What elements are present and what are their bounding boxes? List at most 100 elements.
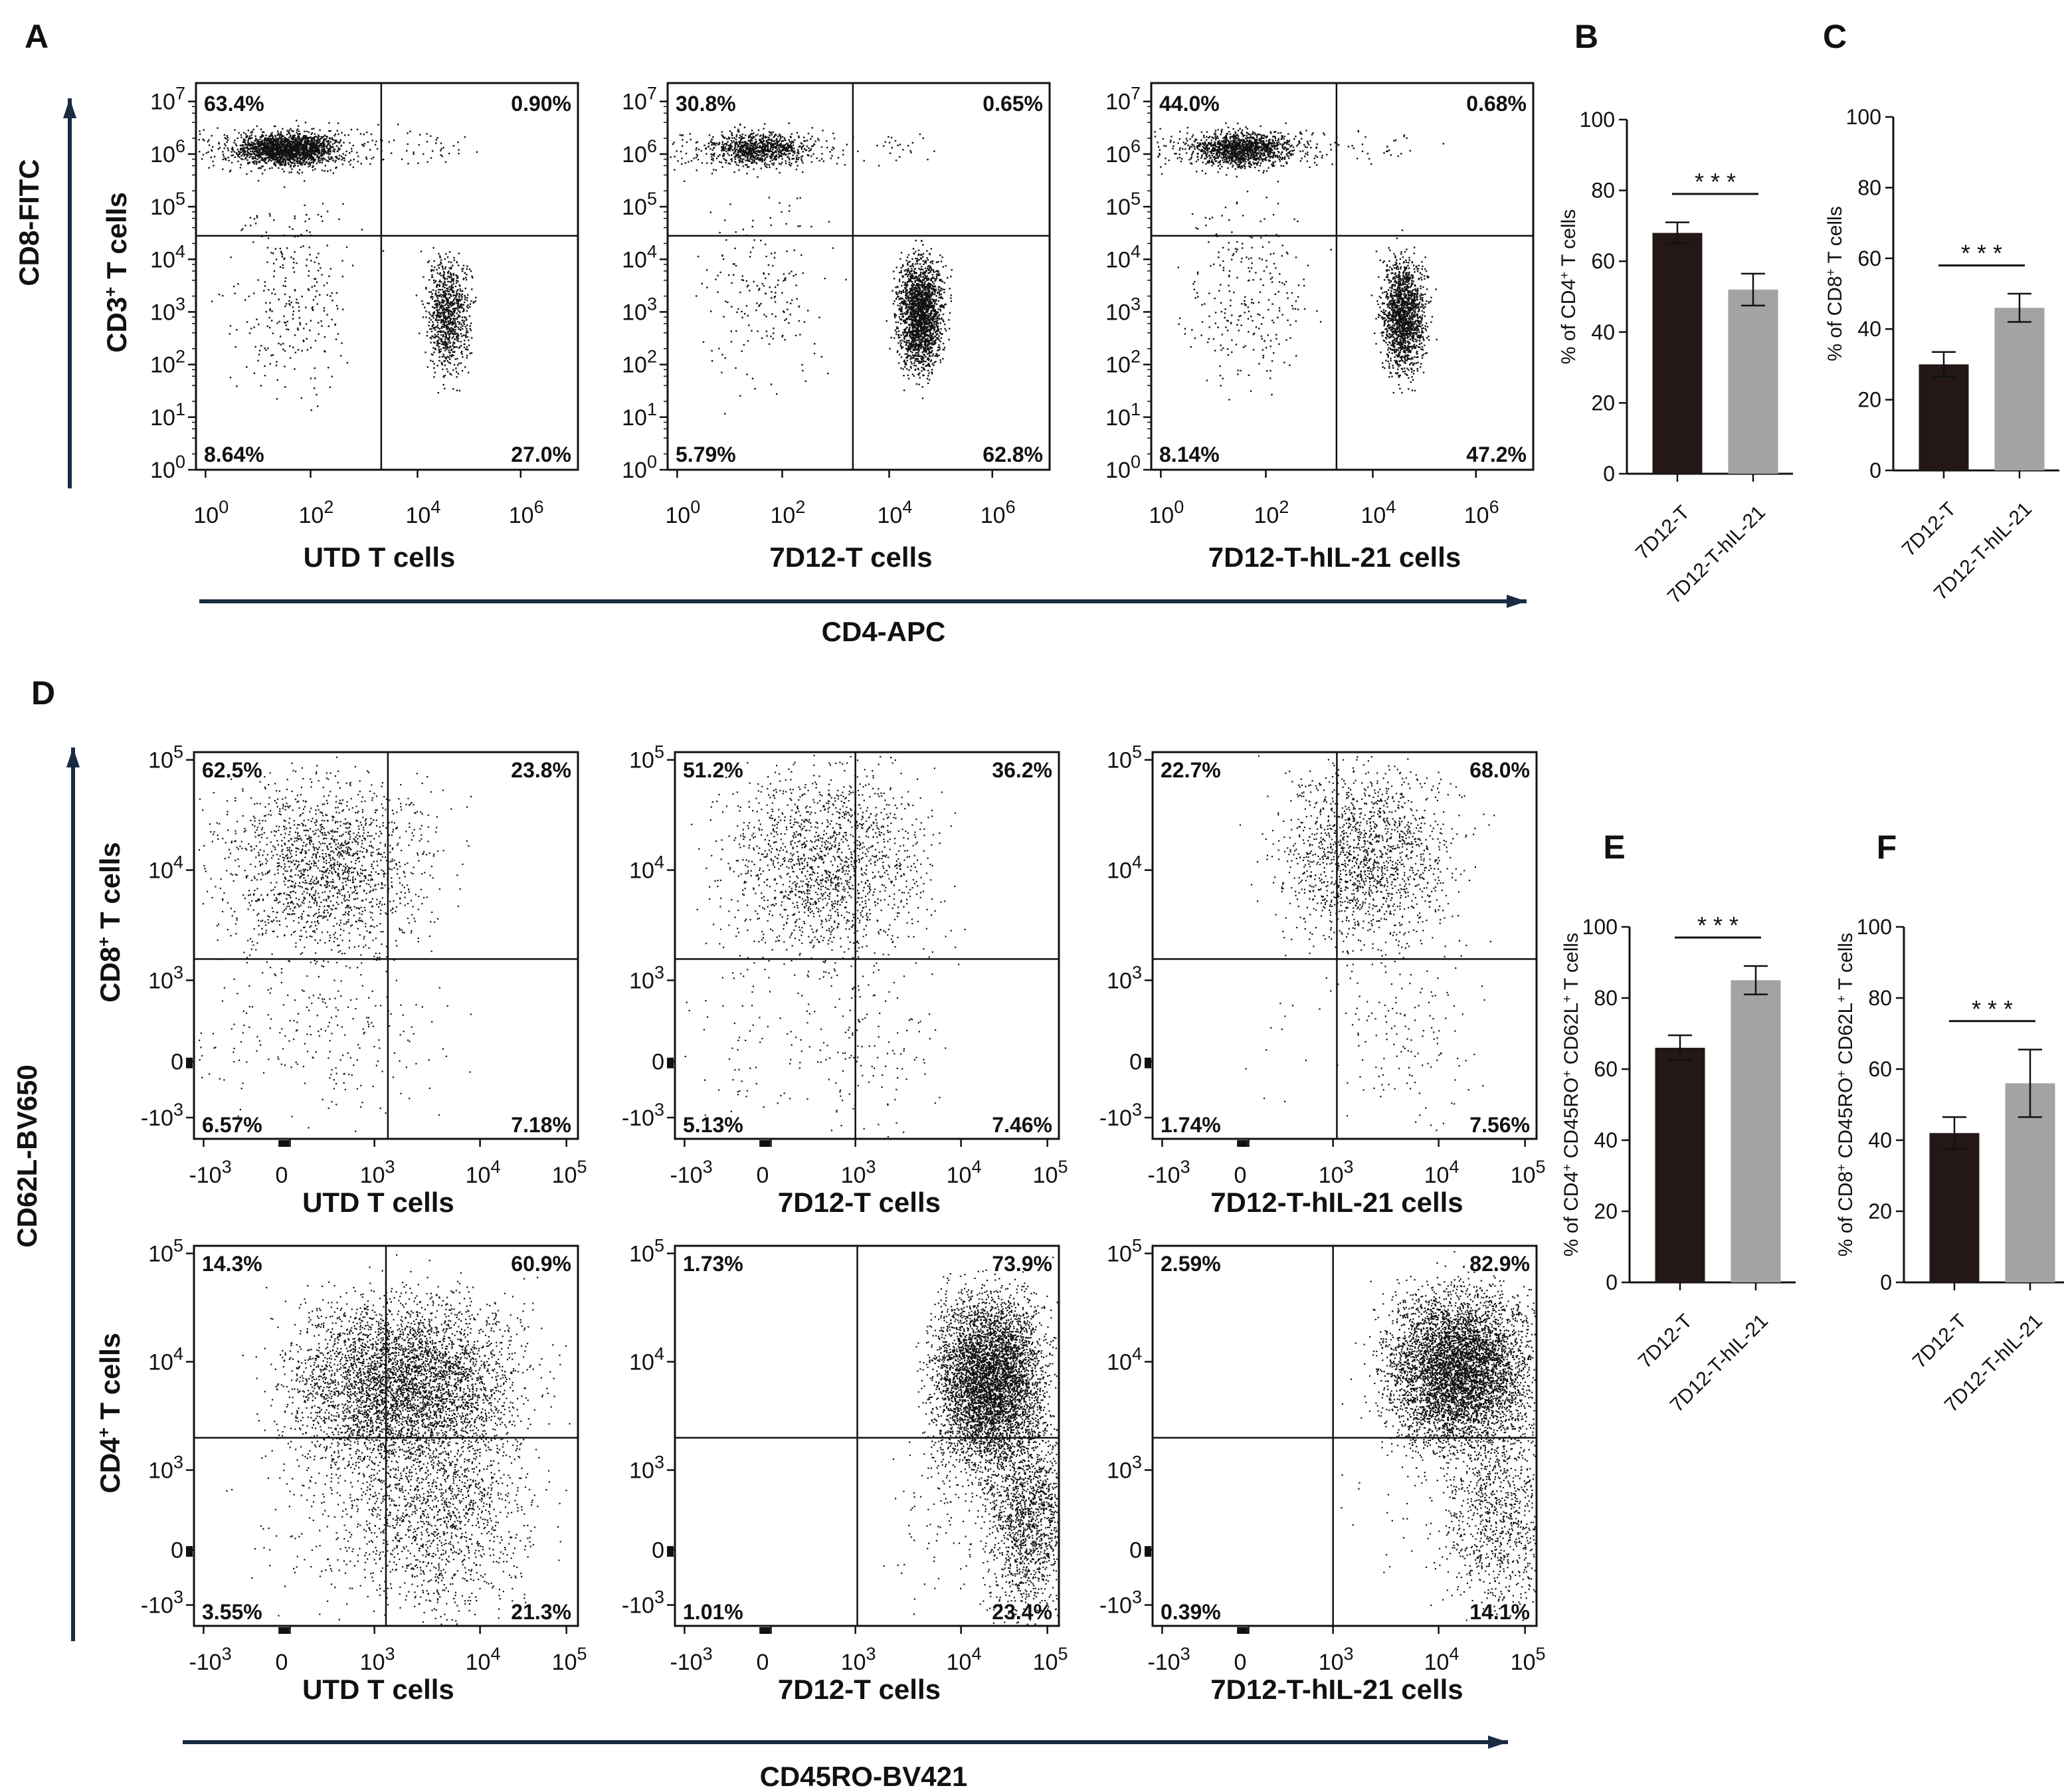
event-dot bbox=[774, 143, 775, 144]
event-dot bbox=[266, 149, 267, 150]
event-dot bbox=[910, 366, 911, 367]
event-dot bbox=[298, 144, 300, 146]
event-dot bbox=[222, 169, 223, 170]
event-dot bbox=[262, 165, 264, 167]
event-dot bbox=[444, 323, 445, 324]
event-dot bbox=[450, 318, 452, 320]
event-dot bbox=[409, 131, 411, 132]
event-dot bbox=[784, 147, 785, 148]
event-dot bbox=[454, 259, 455, 260]
event-dot bbox=[440, 272, 441, 274]
event-dot bbox=[286, 144, 288, 146]
event-dot bbox=[712, 136, 713, 138]
event-dot bbox=[211, 135, 213, 136]
event-dot bbox=[460, 362, 462, 363]
event-dot bbox=[298, 131, 300, 132]
event-dot bbox=[444, 388, 445, 389]
event-dot bbox=[442, 316, 444, 317]
event-dot bbox=[247, 154, 248, 155]
event-dot bbox=[731, 154, 732, 155]
event-dot bbox=[816, 157, 817, 159]
event-dot bbox=[293, 155, 294, 156]
event-dot bbox=[284, 140, 285, 141]
event-dot bbox=[831, 149, 832, 150]
event-dot bbox=[252, 151, 253, 152]
event-dot bbox=[704, 145, 705, 146]
event-dot bbox=[682, 139, 683, 140]
event-dot bbox=[466, 355, 468, 356]
event-dot bbox=[305, 158, 306, 159]
event-dot bbox=[786, 143, 787, 144]
event-dot bbox=[439, 264, 440, 265]
event-dot bbox=[741, 154, 743, 155]
event-dot bbox=[454, 326, 455, 328]
event-dot bbox=[291, 171, 292, 173]
event-dot bbox=[279, 136, 280, 137]
event-dot bbox=[269, 213, 270, 215]
event-dot bbox=[713, 142, 715, 144]
event-dot bbox=[436, 139, 437, 140]
event-dot bbox=[312, 152, 313, 153]
event-dot bbox=[349, 152, 350, 153]
event-dot bbox=[290, 165, 292, 167]
event-dot bbox=[446, 307, 447, 308]
event-dot bbox=[446, 300, 448, 301]
event-dot bbox=[315, 278, 316, 280]
event-dot bbox=[810, 155, 812, 157]
event-dot bbox=[284, 306, 286, 307]
event-dot bbox=[430, 319, 432, 320]
event-dot bbox=[456, 338, 458, 339]
event-dot bbox=[304, 142, 305, 143]
event-dot bbox=[324, 336, 326, 338]
event-dot bbox=[331, 292, 332, 294]
event-dot bbox=[470, 330, 472, 331]
event-dot bbox=[318, 145, 320, 146]
event-dot bbox=[439, 356, 440, 357]
event-dot bbox=[282, 146, 283, 148]
event-dot bbox=[711, 144, 712, 146]
event-dot bbox=[895, 315, 897, 316]
event-dot bbox=[275, 139, 276, 140]
event-dot bbox=[785, 163, 787, 164]
event-dot bbox=[899, 290, 900, 292]
event-dot bbox=[258, 167, 259, 169]
event-dot bbox=[285, 161, 286, 163]
event-dot bbox=[238, 132, 239, 134]
event-dot bbox=[796, 159, 797, 160]
event-dot bbox=[466, 306, 468, 307]
event-dot bbox=[452, 388, 454, 389]
event-dot bbox=[264, 365, 265, 367]
event-dot bbox=[273, 262, 274, 264]
event-dot bbox=[761, 161, 763, 162]
event-dot bbox=[292, 130, 294, 132]
event-dot bbox=[750, 136, 751, 137]
event-dot bbox=[266, 163, 267, 164]
event-dot bbox=[925, 365, 926, 367]
event-dot bbox=[330, 141, 331, 142]
event-dot bbox=[282, 153, 283, 155]
event-dot bbox=[260, 167, 261, 169]
event-dot bbox=[439, 316, 440, 318]
event-dot bbox=[906, 340, 907, 341]
event-dot bbox=[236, 329, 237, 330]
event-dot bbox=[453, 257, 454, 258]
event-dot bbox=[308, 290, 310, 291]
event-dot bbox=[434, 329, 436, 330]
event-dot bbox=[271, 310, 272, 312]
event-dot bbox=[326, 314, 328, 316]
event-dot bbox=[318, 140, 320, 142]
event-dot bbox=[440, 275, 442, 276]
event-dot bbox=[282, 136, 283, 137]
event-dot bbox=[927, 338, 928, 339]
event-dot bbox=[462, 356, 463, 357]
event-dot bbox=[749, 142, 751, 144]
event-dot bbox=[769, 139, 771, 140]
event-dot bbox=[796, 169, 797, 170]
event-dot bbox=[766, 141, 767, 142]
event-dot bbox=[421, 300, 422, 302]
event-dot bbox=[764, 163, 765, 165]
event-dot bbox=[781, 162, 783, 163]
event-dot bbox=[438, 284, 440, 286]
event-dot bbox=[911, 363, 913, 364]
event-dot bbox=[300, 161, 301, 163]
